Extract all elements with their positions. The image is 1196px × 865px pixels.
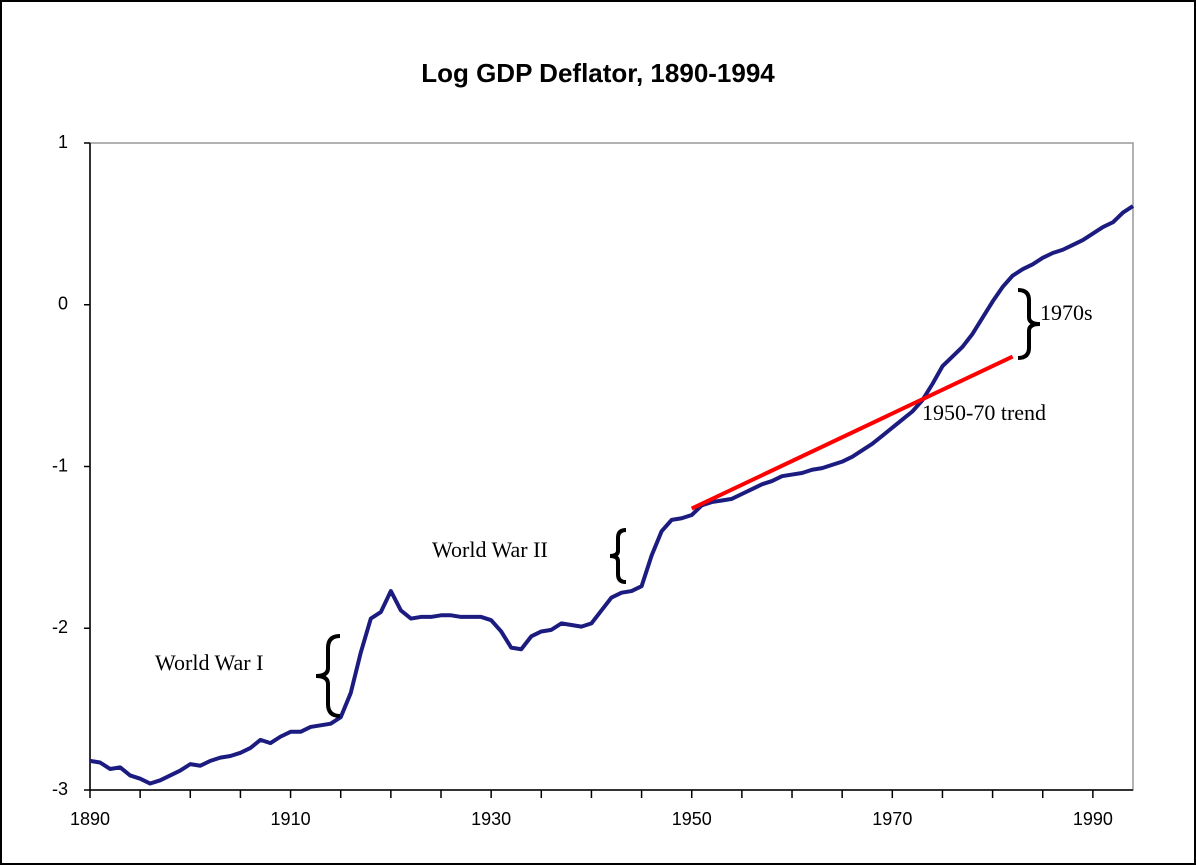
series-line: [89, 204, 1135, 786]
y-tick-label: -1: [52, 455, 68, 475]
chart-title: Log GDP Deflator, 1890-1994: [421, 58, 775, 88]
annotation: World War II: [432, 537, 548, 562]
x-tick-label: 1910: [271, 809, 311, 829]
y-tick-label: -3: [52, 779, 68, 799]
y-tick-label: 1: [58, 132, 68, 152]
annotation: 1970s: [1040, 300, 1093, 325]
x-tick-label: 1950: [672, 809, 712, 829]
x-tick-label: 1930: [471, 809, 511, 829]
y-tick-label: -2: [52, 617, 68, 637]
annotation: 1950-70 trend: [922, 400, 1046, 425]
brace: [609, 528, 627, 584]
x-tick-label: 1990: [1073, 809, 1113, 829]
annotation: World War I: [155, 650, 263, 675]
x-tick-label: 1890: [70, 809, 110, 829]
x-tick-label: 1970: [872, 809, 912, 829]
brace: [315, 634, 341, 718]
series-line: [690, 354, 1014, 511]
y-tick-label: 0: [58, 294, 68, 314]
brace: [1017, 288, 1041, 360]
